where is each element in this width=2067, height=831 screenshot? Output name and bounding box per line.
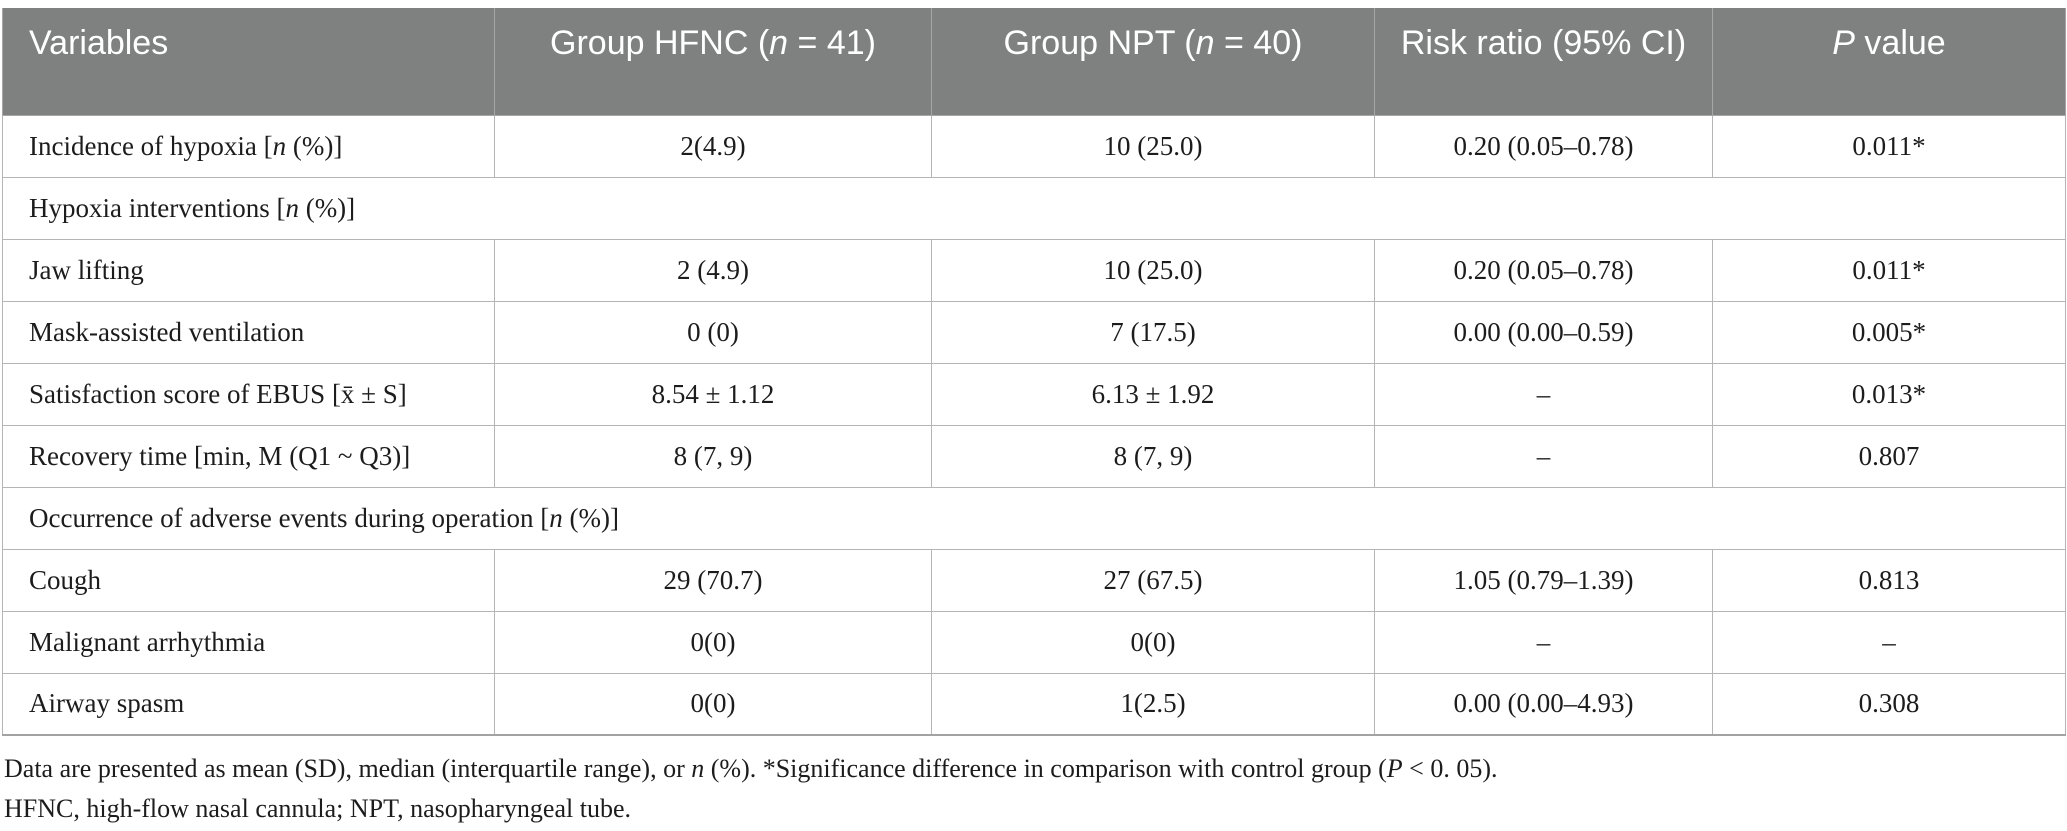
table-row: Jaw lifting 2 (4.9) 10 (25.0) 0.20 (0.05–0.…	[2, 238, 2066, 302]
header-row: Variables Group HFNC (n = 41) Group NPT …	[2, 8, 2066, 116]
results-table: Variables Group HFNC (n = 41) Group NPT …	[2, 8, 2066, 736]
row-label-cell: Recovery time [min, M (Q1 ~ Q3)]	[2, 424, 495, 488]
text: (%)]	[562, 502, 619, 533]
value-cell: –	[1374, 362, 1713, 426]
footnote-line-2: HFNC, high-flow nasal cannula; NPT, naso…	[4, 789, 2067, 829]
value-cell: 0.005*	[1712, 300, 2066, 364]
text: Jaw lifting	[29, 254, 144, 285]
value-cell: 8 (7, 9)	[931, 424, 1375, 488]
value-cell: 0.308	[1712, 672, 2066, 736]
value-cell: 0.807	[1712, 424, 2066, 488]
italic-text: P	[1386, 754, 1403, 783]
table-row: Airway spasm 0(0) 1(2.5) 0.00 (0.00–4.93) 0.…	[2, 672, 2066, 736]
value-cell: 8 (7, 9)	[494, 424, 932, 488]
row-label-cell: Malignant arrhythmia	[2, 610, 495, 674]
value-cell: 10 (25.0)	[931, 114, 1375, 178]
text: Occurrence of adverse events during oper…	[29, 502, 550, 533]
footnotes: Data are presented as mean (SD), median …	[4, 749, 2067, 829]
text: Mask-assisted ventilation	[29, 316, 305, 347]
text: Recovery time [min, M (Q1 ~ Q3)]	[29, 440, 411, 471]
text: = 41)	[788, 24, 876, 62]
section-label-cell: Occurrence of adverse events during oper…	[2, 486, 2066, 550]
value-cell: 1.05 (0.79–1.39)	[1374, 548, 1713, 612]
italic-text: n	[272, 130, 287, 161]
text: Malignant arrhythmia	[29, 626, 266, 657]
row-label-cell: Mask-assisted ventilation	[2, 300, 495, 364]
table-row: Recovery time [min, M (Q1 ~ Q3)] 8 (7, 9)…	[2, 424, 2066, 488]
value-cell: 2 (4.9)	[494, 238, 932, 302]
italic-text: n	[1195, 24, 1215, 62]
text: (%). *Significance difference in compari…	[704, 754, 1387, 783]
value-cell: 0.00 (0.00–4.93)	[1374, 672, 1713, 736]
column-header-risk-ratio: Risk ratio (95% CI)	[1374, 8, 1713, 116]
value-cell: 27 (67.5)	[931, 548, 1375, 612]
text: Hypoxia interventions [	[29, 192, 286, 223]
text: (%)]	[286, 130, 343, 161]
italic-text: n	[691, 754, 705, 783]
row-label-cell: Cough	[2, 548, 495, 612]
column-header-variables: Variables	[2, 8, 495, 116]
text: Cough	[29, 564, 102, 595]
column-header-p-value: P value	[1712, 8, 2066, 116]
text: HFNC, high-flow nasal cannula; NPT, naso…	[4, 794, 631, 823]
text: = 40)	[1214, 24, 1303, 62]
value-cell: 0.00 (0.00–0.59)	[1374, 300, 1713, 364]
text: Satisfaction score of EBUS [x̄ ± S]	[29, 378, 407, 409]
text: < 0. 05).	[1402, 754, 1498, 783]
text: Airway spasm	[29, 688, 185, 719]
value-cell: –	[1374, 424, 1713, 488]
italic-text: n	[769, 24, 789, 62]
value-cell: –	[1374, 610, 1713, 674]
text: (%)]	[298, 192, 356, 223]
text: Incidence of hypoxia [	[29, 130, 273, 161]
row-label-cell: Airway spasm	[2, 672, 495, 736]
value-cell: 0.20 (0.05–0.78)	[1374, 114, 1713, 178]
text: Data are presented as mean (SD), median …	[4, 754, 692, 783]
value-cell: 0.20 (0.05–0.78)	[1374, 238, 1713, 302]
column-header-group-hfnc: Group HFNC (n = 41)	[494, 8, 932, 116]
value-cell: 29 (70.7)	[494, 548, 932, 612]
row-label-cell: Incidence of hypoxia [n (%)]	[2, 114, 495, 178]
italic-text: P	[1832, 24, 1855, 62]
value-cell: 7 (17.5)	[931, 300, 1375, 364]
value-cell: 0.813	[1712, 548, 2066, 612]
text: Risk ratio (95% CI)	[1400, 24, 1687, 62]
value-cell: 8.54 ± 1.12	[494, 362, 932, 426]
value-cell: 0(0)	[494, 672, 932, 736]
value-cell: 0(0)	[494, 610, 932, 674]
value-cell: 2(4.9)	[494, 114, 932, 178]
text: Group HFNC (	[550, 24, 770, 62]
table-row: Malignant arrhythmia 0(0) 0(0) – –	[2, 610, 2066, 674]
value-cell: 0 (0)	[494, 300, 932, 364]
section-row: Occurrence of adverse events during oper…	[2, 486, 2066, 550]
value-cell: –	[1712, 610, 2066, 674]
section-label-cell: Hypoxia interventions [n (%)]	[2, 176, 2066, 240]
table-row: Cough 29 (70.7) 27 (67.5) 1.05 (0.79–1.39) 0…	[2, 548, 2066, 612]
table-row: Satisfaction score of EBUS [x̄ ± S] 8.54 …	[2, 362, 2066, 426]
table-row: Mask-assisted ventilation 0 (0) 7 (17.5) 0.…	[2, 300, 2066, 364]
value-cell: 6.13 ± 1.92	[931, 362, 1375, 426]
table-header: Variables Group HFNC (n = 41) Group NPT …	[2, 8, 2066, 116]
value-cell: 10 (25.0)	[931, 238, 1375, 302]
value-cell: 0.013*	[1712, 362, 2066, 426]
value-cell: 0.011*	[1712, 238, 2066, 302]
text: Group NPT (	[1003, 24, 1196, 62]
column-header-group-npt: Group NPT (n = 40)	[931, 8, 1375, 116]
text: value	[1854, 24, 1946, 62]
text: Variables	[29, 24, 169, 62]
table-body: Incidence of hypoxia [n (%)] 2(4.9) 10 (25…	[2, 114, 2066, 736]
value-cell: 0.011*	[1712, 114, 2066, 178]
section-row: Hypoxia interventions [n (%)]	[2, 176, 2066, 240]
row-label-cell: Jaw lifting	[2, 238, 495, 302]
italic-text: n	[285, 192, 299, 223]
footnote-line-1: Data are presented as mean (SD), median …	[4, 749, 2067, 789]
value-cell: 1(2.5)	[931, 672, 1375, 736]
row-label-cell: Satisfaction score of EBUS [x̄ ± S]	[2, 362, 495, 426]
italic-text: n	[549, 502, 563, 533]
value-cell: 0(0)	[931, 610, 1375, 674]
table-row: Incidence of hypoxia [n (%)] 2(4.9) 10 (25…	[2, 114, 2066, 178]
